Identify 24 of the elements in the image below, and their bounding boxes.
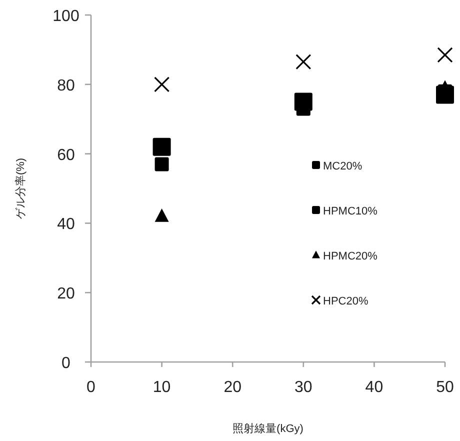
legend-label: HPMC10% <box>323 206 378 218</box>
legend-label: MC20% <box>323 160 362 172</box>
x-tick-label: 30 <box>294 379 312 396</box>
x-axis-title: 照射線量(kGy) <box>232 422 304 435</box>
x-tick-label: 50 <box>436 379 454 396</box>
point <box>437 47 453 63</box>
x-tick-label: 20 <box>224 379 242 396</box>
x-tick-label: 10 <box>152 379 171 396</box>
x-tick-label: 0 <box>86 379 96 396</box>
y-tick-label: 100 <box>52 8 80 25</box>
y-tick-label: 60 <box>57 146 75 164</box>
point <box>296 54 312 70</box>
legend-label: HPC20% <box>323 296 368 308</box>
y-tick-label: 0 <box>62 355 71 372</box>
y-axis-title: ゲル分率(%) <box>14 158 27 220</box>
y-tick-label: 20 <box>57 286 75 303</box>
y-tick-label: 40 <box>57 216 75 234</box>
x-tick-label: 40 <box>365 379 384 396</box>
legend-label: HPMC20% <box>323 250 378 262</box>
point <box>152 138 171 156</box>
point <box>154 76 170 92</box>
point <box>154 208 169 222</box>
y-tick-label: 80 <box>57 77 75 94</box>
point <box>154 157 169 172</box>
